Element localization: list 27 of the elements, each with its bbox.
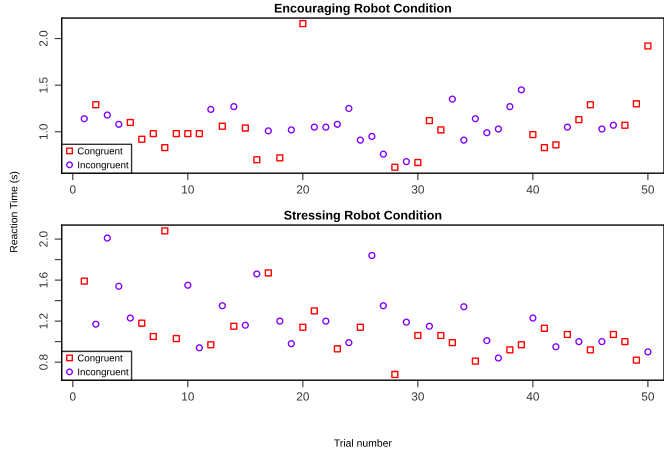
y-tick-label: 1.6: [39, 272, 48, 288]
y-tick-label: 1.2: [39, 314, 48, 328]
x-tick-label: 50: [642, 392, 654, 401]
x-tick-label: 0: [70, 392, 76, 401]
x-tick-label: 30: [412, 392, 424, 401]
x-tick-label: 0: [70, 185, 76, 194]
y-axis-title: Reaction Time (s): [10, 172, 20, 252]
y-tick-label: 0.8: [39, 354, 48, 370]
x-axis-title: Trial number: [334, 439, 392, 447]
legend-label: Incongruent: [78, 368, 129, 378]
y-tick-label: 2.0: [39, 231, 48, 247]
legend-label: Congruent: [78, 354, 123, 364]
legend-label: Congruent: [78, 148, 123, 156]
x-tick-label: 40: [526, 185, 539, 194]
y-tick-label: 1.5: [39, 77, 48, 92]
x-tick-label: 20: [296, 185, 309, 194]
y-tick-label: 2.0: [39, 30, 48, 46]
legend-label: Incongruent: [78, 162, 129, 170]
x-tick-label: 20: [296, 392, 309, 401]
y-tick-label: 1.0: [39, 124, 48, 140]
x-tick-label: 50: [642, 185, 654, 194]
x-tick-label: 40: [526, 392, 539, 401]
x-tick-label: 10: [182, 185, 194, 194]
chart-title: Stressing Robot Condition: [284, 210, 442, 222]
chart-title: Encouraging Robot Condition: [274, 3, 451, 16]
x-tick-label: 10: [182, 392, 194, 401]
x-tick-label: 30: [412, 185, 424, 194]
